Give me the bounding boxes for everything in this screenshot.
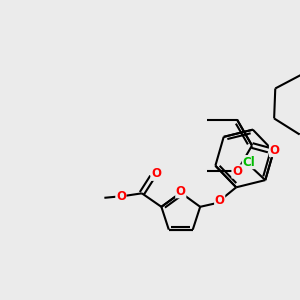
- Text: O: O: [215, 194, 225, 207]
- Text: O: O: [176, 185, 186, 198]
- Text: O: O: [269, 143, 280, 157]
- Text: O: O: [232, 165, 242, 178]
- Text: O: O: [116, 190, 126, 203]
- Text: Cl: Cl: [242, 156, 255, 169]
- Text: O: O: [151, 167, 161, 180]
